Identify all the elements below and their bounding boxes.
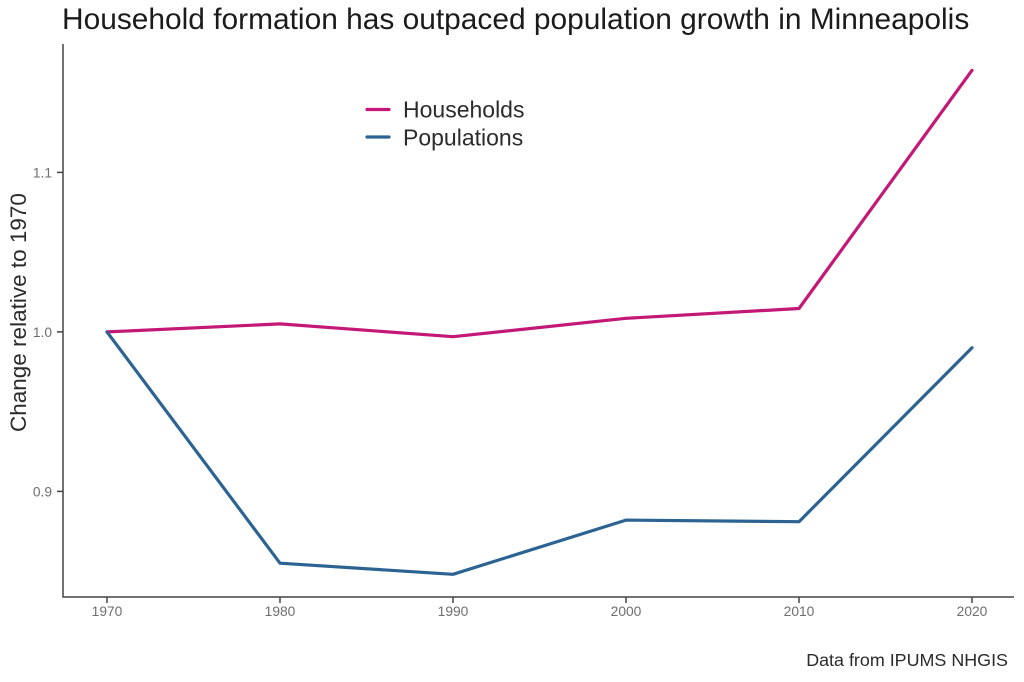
svg-text:2000: 2000 [611,604,642,619]
svg-text:2020: 2020 [957,604,988,619]
svg-text:1990: 1990 [438,604,469,619]
svg-text:Households: Households [403,97,524,123]
svg-text:2010: 2010 [784,604,815,619]
svg-text:1970: 1970 [92,604,123,619]
svg-text:1980: 1980 [265,604,296,619]
svg-text:0.9: 0.9 [33,484,53,499]
svg-text:1.0: 1.0 [33,325,53,340]
svg-text:1.1: 1.1 [33,165,52,180]
svg-text:Populations: Populations [403,125,523,151]
